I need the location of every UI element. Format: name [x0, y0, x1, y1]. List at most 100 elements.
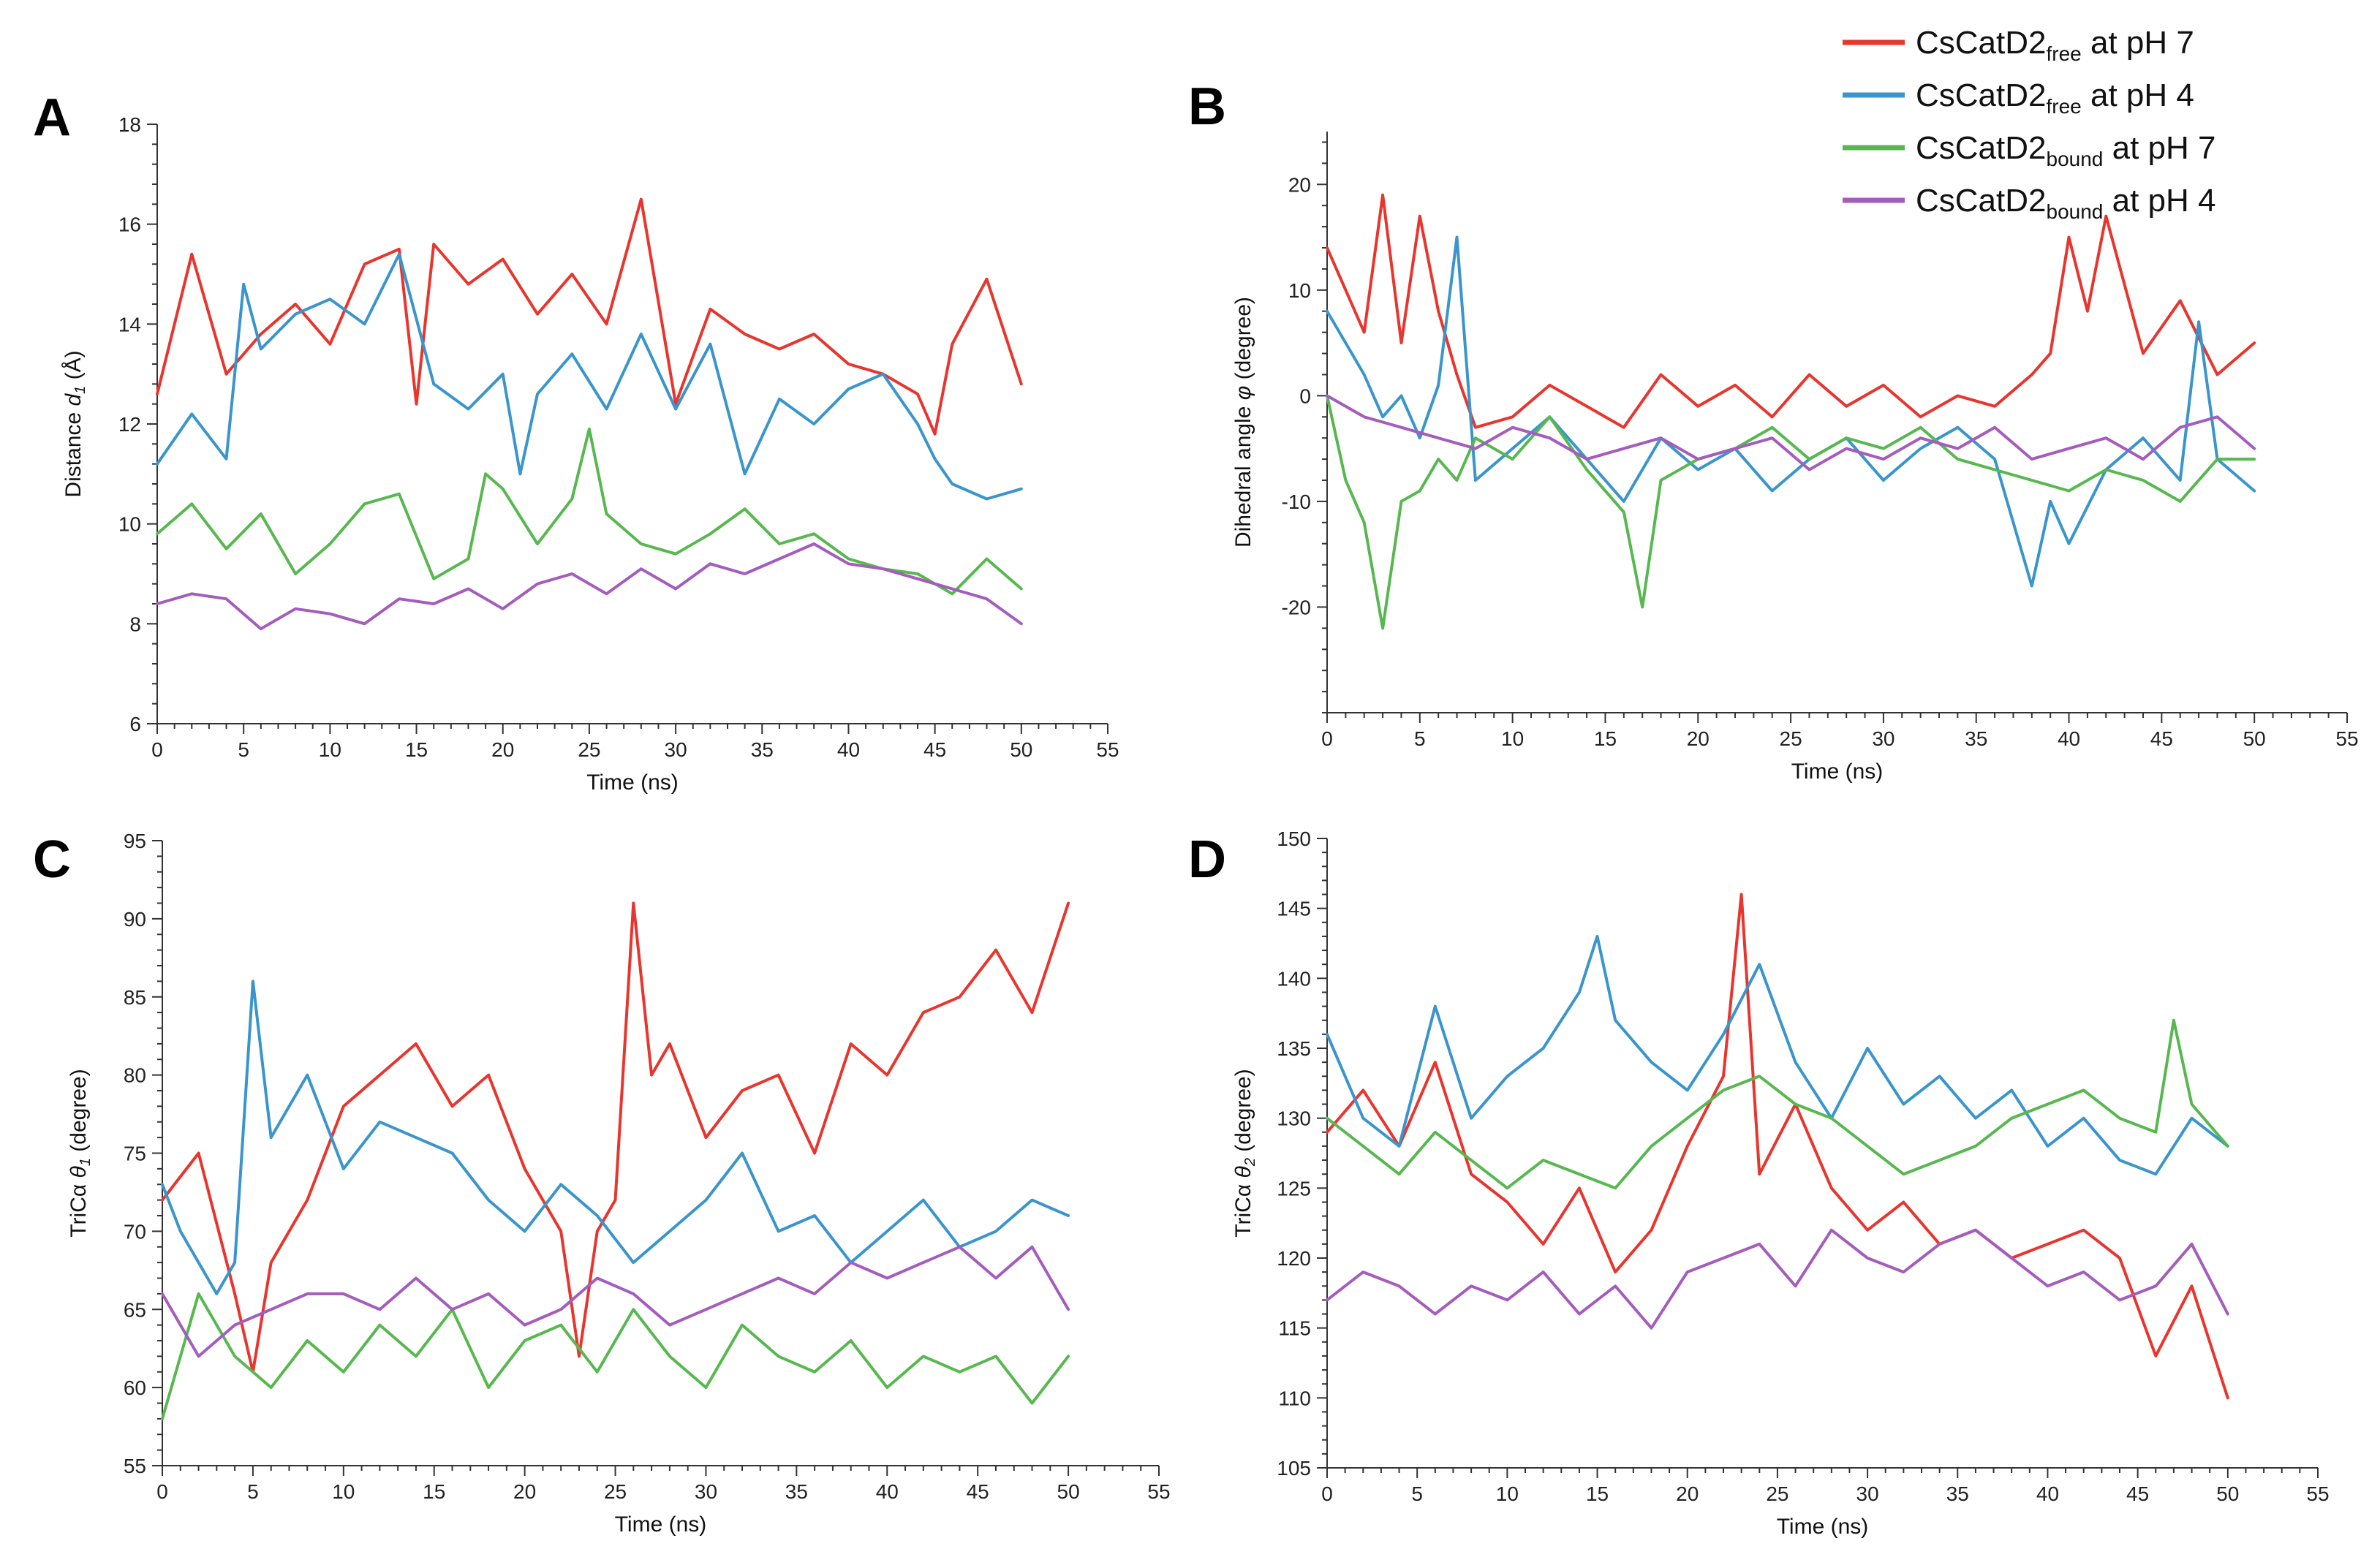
panel-d-x-tick-label: 30	[1856, 1482, 1879, 1505]
panel-a-y-tick-label: 18	[118, 113, 141, 136]
panel-a-x-tick-label: 40	[837, 738, 860, 761]
panel-c-series-4-line	[161, 1245, 1070, 1358]
panel-c-series-3-line	[161, 1292, 1070, 1420]
panel-b: B 0 5 10 15 20 25 30 35 40 45 50 55 -20 -10 0 10 20 Time (…	[1188, 77, 2359, 784]
panel-c-y-label-part: TriCα	[67, 1178, 91, 1237]
legend-label-subscript: bound	[2047, 148, 2104, 170]
panel-a-y-tick-label: 6	[129, 713, 141, 735]
panel-a-series-1-line	[156, 197, 1023, 436]
panel-a-x-tick-label: 25	[578, 738, 600, 761]
legend-label-main: CsCatD2	[1916, 77, 2047, 113]
panel-d-letter: D	[1188, 830, 1226, 889]
panel-a-y-label-subscript: 1	[72, 386, 88, 394]
panel-b-series-4-line	[1326, 394, 2256, 471]
panel-d-x-tick-label: 0	[1321, 1482, 1333, 1505]
panel-b-y-tick-label: 10	[1288, 279, 1311, 302]
panel-c-y-tick-label: 65	[124, 1298, 146, 1321]
panel-c-x-tick-label: 40	[876, 1480, 899, 1503]
panel-a-x-tick-label: 35	[751, 738, 774, 761]
panel-d-y-label-part: TriCα	[1231, 1178, 1255, 1237]
panel-b-x-tick-label: 50	[2243, 727, 2266, 750]
panel-d-y-tick-label: 105	[1277, 1457, 1311, 1480]
panel-d-y-label-subscript: 2	[1242, 1158, 1258, 1167]
panel-b-series-1-line	[1326, 193, 2256, 429]
panel-a-x-axis-label: Time (ns)	[586, 770, 679, 795]
panel-d-y-tick-label: 110	[1278, 1387, 1311, 1409]
panel-b-x-tick-label: 5	[1414, 727, 1426, 750]
panel-b-x-tick-label: 55	[2335, 727, 2358, 750]
panel-a-y-tick-label: 14	[118, 313, 141, 336]
panel-b-y-label-part: Dihedral angle	[1231, 400, 1255, 548]
legend-label-main: CsCatD2	[1916, 25, 2047, 61]
panel-b-y-tick-label: -20	[1282, 596, 1311, 618]
panel-a-x-tick-label: 45	[923, 738, 946, 761]
panel-c-y-label-subscript: 1	[78, 1158, 94, 1166]
panel-c-x-tick-label: 20	[513, 1480, 536, 1503]
panel-a-series-4-line	[156, 542, 1023, 631]
panel-b-x-tick-label: 0	[1321, 727, 1333, 750]
panel-d-x-tick-label: 20	[1676, 1482, 1699, 1505]
legend-label-3: CsCatD2bound at pH 7	[1916, 130, 2215, 170]
panel-b-x-tick-label: 45	[2150, 727, 2173, 750]
panel-d-y-tick-label: 145	[1277, 898, 1311, 920]
panel-a-y-axis-label: Distance d1 (Å)	[61, 350, 88, 497]
panel-c-x-tick-label: 10	[332, 1480, 355, 1503]
legend-label-suffix: at pH 4	[2082, 77, 2194, 113]
panel-a-x-tick-label: 10	[319, 738, 341, 761]
panel-d-series-2-line	[1326, 934, 2229, 1176]
panel-b-y-tick-label: 20	[1288, 173, 1311, 196]
legend-label-1: CsCatD2free at pH 7	[1916, 25, 2194, 65]
panel-b-series-3-line	[1326, 394, 2256, 630]
panel-b-y-axis-label: Dihedral angle φ (degree)	[1231, 297, 1255, 548]
panel-c-x-tick-label: 50	[1057, 1480, 1080, 1503]
panel-c-x-axis-label: Time (ns)	[615, 1512, 707, 1537]
panel-c-y-axis-label: TriCα θ1 (degree)	[67, 1069, 94, 1237]
panel-b-y-label-symbol: φ	[1231, 386, 1255, 401]
panel-b-y-label-unit: (degree)	[1231, 297, 1255, 386]
panel-c-x-tick-label: 25	[604, 1480, 627, 1503]
panel-d-x-tick-label: 35	[1946, 1482, 1969, 1505]
panel-c-x-tick-label: 55	[1147, 1480, 1170, 1503]
panel-a-x-tick-label: 5	[238, 738, 249, 761]
legend-label-2: CsCatD2free at pH 4	[1916, 77, 2194, 118]
panel-b-x-tick-label: 35	[1965, 727, 1987, 750]
panel-d-x-tick-label: 25	[1766, 1482, 1788, 1505]
panel-b-x-tick-label: 30	[1872, 727, 1894, 750]
legend-label-subscript: free	[2047, 95, 2082, 118]
legend-label-subscript: bound	[2047, 200, 2104, 223]
panel-a-series-2-line	[156, 252, 1023, 501]
panel-d-x-tick-label: 50	[2216, 1482, 2239, 1505]
panel-d-y-tick-label: 120	[1277, 1247, 1311, 1270]
panel-d-series-4-line	[1326, 1228, 2229, 1330]
panel-a-y-label-symbol: d	[61, 393, 86, 406]
panel-d-y-tick-label: 150	[1277, 827, 1311, 850]
panel-d-y-tick-label: 135	[1277, 1037, 1311, 1060]
panel-b-y-tick-label: 0	[1299, 385, 1311, 407]
panel-d-x-tick-label: 45	[2126, 1482, 2149, 1505]
panel-a-x-tick-label: 0	[151, 738, 163, 761]
panel-d-x-tick-label: 5	[1411, 1482, 1423, 1505]
legend-label-4: CsCatD2bound at pH 4	[1916, 183, 2215, 223]
panel-a-y-tick-label: 12	[118, 413, 141, 436]
panel-c-y-tick-label: 55	[124, 1455, 146, 1477]
panel-a-y-tick-label: 10	[118, 513, 141, 536]
panel-b-x-tick-label: 20	[1687, 727, 1710, 750]
panel-b-x-tick-label: 25	[1780, 727, 1802, 750]
panel-d-y-tick-label: 140	[1277, 967, 1311, 990]
legend-label-main: CsCatD2	[1916, 183, 2047, 219]
panel-c-y-label-symbol: θ	[67, 1165, 91, 1178]
panel-c-y-tick-label: 60	[124, 1376, 146, 1399]
panel-c-letter: C	[33, 830, 71, 889]
panel-b-x-tick-label: 40	[2058, 727, 2080, 750]
panel-d-x-tick-label: 40	[2036, 1482, 2059, 1505]
panel-d-x-tick-label: 15	[1586, 1482, 1609, 1505]
panel-b-x-axis-label: Time (ns)	[1791, 760, 1884, 784]
panel-b-letter: B	[1188, 77, 1226, 136]
legend-label-main: CsCatD2	[1916, 130, 2047, 166]
panel-c-x-tick-label: 30	[695, 1480, 717, 1503]
panel-d-y-tick-label: 130	[1277, 1107, 1311, 1130]
panel-a-letter: A	[33, 88, 71, 147]
panel-c-x-tick-label: 0	[156, 1480, 168, 1503]
legend-label-suffix: at pH 7	[2103, 130, 2215, 166]
